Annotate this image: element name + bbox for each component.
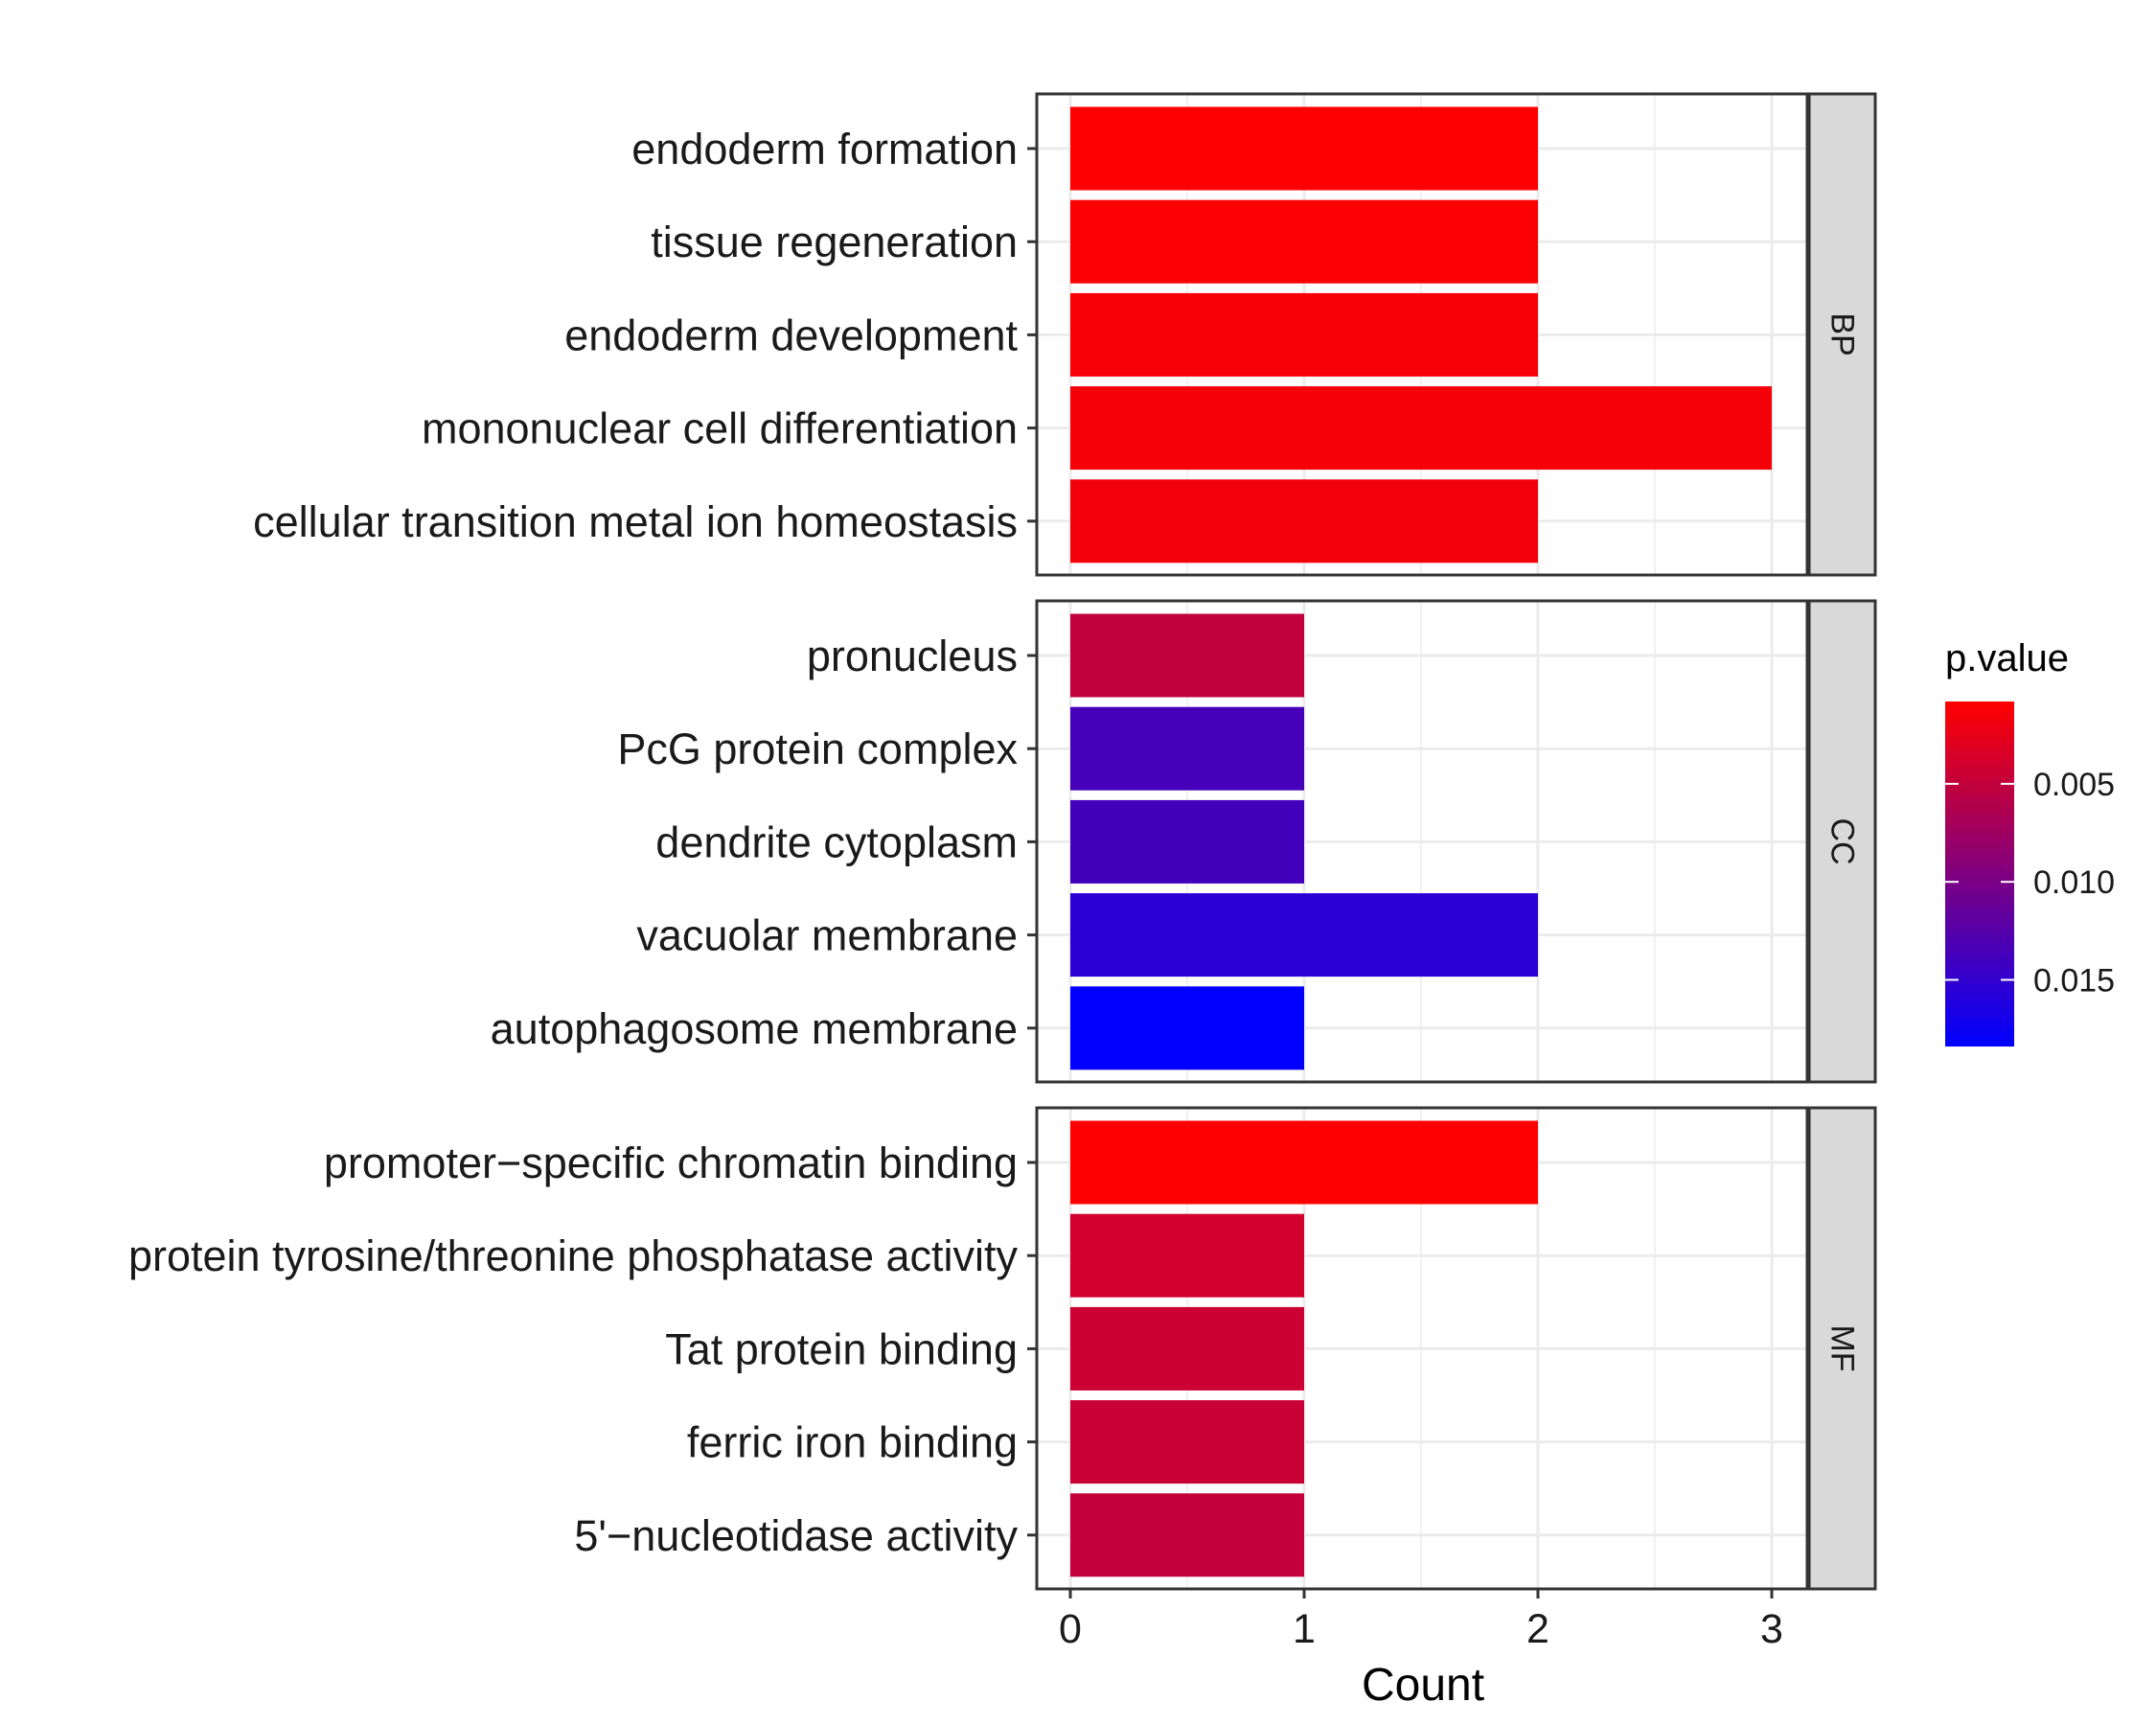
bar <box>1070 199 1538 284</box>
y-tick-label: PcG protein complex <box>617 724 1018 773</box>
y-tick-label: pronucleus <box>807 632 1018 680</box>
x-tick-label: 1 <box>1293 1606 1316 1652</box>
facet-strip <box>1807 599 1877 1084</box>
facet-cc: pronucleus PcG protein complex dendrite cy… <box>491 599 1877 1084</box>
legend-tick-label: 0.010 <box>2033 864 2115 901</box>
legend-colorbar <box>1945 702 2014 1046</box>
facet-panels: endoderm formation tissue regeneration end… <box>128 92 1877 1591</box>
facet-strip <box>1807 1106 1877 1591</box>
y-tick-label: protein tyrosine/threonine phosphatase a… <box>128 1231 1019 1280</box>
y-tick-label: autophagosome membrane <box>491 1004 1018 1053</box>
facet-strip <box>1807 92 1877 577</box>
bar <box>1070 386 1772 471</box>
y-tick-label: ferric iron binding <box>687 1418 1018 1467</box>
bar <box>1070 613 1304 698</box>
legend-title: p.value <box>1945 637 2069 679</box>
facet-strip-label: MF <box>1824 1324 1861 1371</box>
bar <box>1070 1120 1538 1205</box>
bar <box>1070 1400 1304 1484</box>
bar <box>1070 706 1304 791</box>
legend-tick-label: 0.015 <box>2033 962 2115 999</box>
y-tick-label: 5'−nucleotidase activity <box>574 1511 1018 1560</box>
y-tick-label: dendrite cytoplasm <box>655 817 1018 866</box>
x-tick-label: 3 <box>1760 1606 1783 1652</box>
bar <box>1070 1306 1304 1391</box>
y-tick-label: vacuolar membrane <box>636 911 1018 960</box>
bar <box>1070 893 1538 978</box>
x-tick-label: 2 <box>1526 1606 1549 1652</box>
bar <box>1070 1493 1304 1577</box>
facet-strip-label: CC <box>1824 817 1861 864</box>
x-axis-label: Count <box>1362 1660 1484 1711</box>
bar <box>1070 799 1304 884</box>
facet-bp: endoderm formation tissue regeneration end… <box>253 92 1877 577</box>
bar <box>1070 479 1538 564</box>
y-tick-label: tissue regeneration <box>651 218 1018 266</box>
color-legend: p.value 0.005 0.010 0.015 <box>1945 637 2115 1046</box>
facet-strip-label: BP <box>1824 312 1861 356</box>
panel-border <box>1035 599 1809 1084</box>
bar <box>1070 986 1304 1070</box>
y-tick-label: Tat protein binding <box>665 1324 1018 1373</box>
panel-border <box>1035 1106 1809 1591</box>
x-tick-label: 0 <box>1059 1606 1082 1652</box>
bar <box>1070 292 1538 377</box>
y-tick-label: cellular transition metal ion homeostasi… <box>253 497 1018 546</box>
bar <box>1070 106 1538 191</box>
y-tick-label: endoderm formation <box>631 125 1018 173</box>
y-tick-label: mononuclear cell differentiation <box>422 404 1018 453</box>
facet-mf: promoter−specific chromatin binding prote… <box>128 1106 1877 1591</box>
panel-border <box>1035 92 1809 577</box>
legend-tick-label: 0.005 <box>2033 767 2115 803</box>
x-axis: 0 1 2 3 <box>1059 1589 1783 1652</box>
y-tick-label: endoderm development <box>564 310 1018 359</box>
y-tick-label: promoter−specific chromatin binding <box>324 1138 1018 1187</box>
bar <box>1070 1213 1304 1298</box>
